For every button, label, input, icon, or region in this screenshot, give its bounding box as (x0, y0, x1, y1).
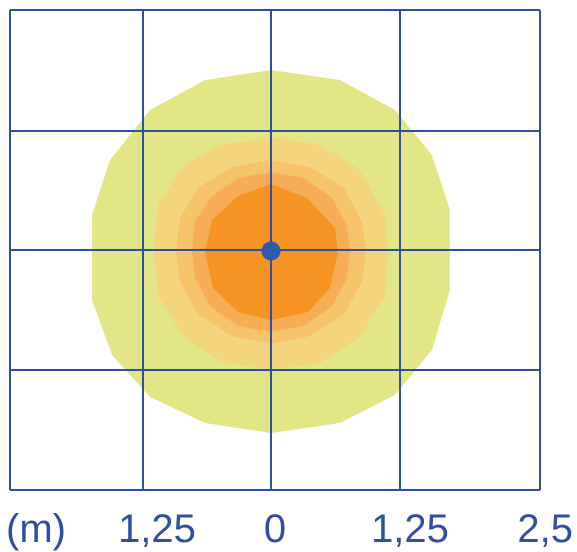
x-tick-label-2: 0 (264, 507, 286, 551)
axis-labels: (m) 1,25 0 1,25 2,5 (6, 507, 573, 551)
x-tick-label-3: 1,25 (371, 507, 449, 551)
x-tick-label-1: 1,25 (118, 507, 196, 551)
x-tick-label-4: 2,5 (517, 507, 573, 551)
center-dot (261, 241, 281, 261)
axis-unit-label: (m) (6, 507, 66, 551)
